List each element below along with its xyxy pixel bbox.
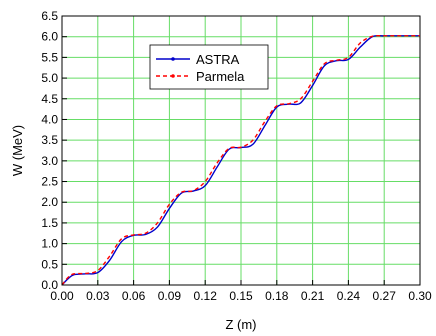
x-tick-label: 0.15	[229, 289, 253, 303]
y-tick-label: 1.5	[41, 216, 58, 230]
y-tick-label: 5.0	[41, 71, 58, 85]
y-tick-label: 3.5	[41, 133, 58, 147]
legend-box	[149, 44, 269, 90]
legend: ASTRA Parmela	[149, 44, 269, 90]
legend-marker-astra	[171, 57, 175, 61]
y-tick-label: 1.0	[41, 237, 58, 251]
x-tick-label: 0.06	[122, 289, 146, 303]
x-tick-label: 0.12	[194, 289, 218, 303]
x-tick-label: 0.00	[50, 289, 74, 303]
x-axis: 0.00 0.03 0.06 0.09 0.12 0.15 0.18 0.21 0.24 0.27…	[50, 280, 432, 303]
x-tick-label: 0.21	[301, 289, 325, 303]
y-tick-label: 2.0	[41, 195, 58, 209]
y-tick-label: 4.5	[41, 92, 58, 106]
y-tick-label: 3.0	[41, 154, 58, 168]
y-axis: 0.0 0.5 1.0 1.5 2.0 2.5 3.0 3.5 4.0 4.5 5.0 5.5 6.0 6…	[41, 9, 67, 292]
x-tick-label: 0.27	[373, 289, 397, 303]
x-tick-label: 0.03	[86, 289, 110, 303]
y-tick-label: 6.5	[41, 9, 58, 23]
y-tick-label: 6.0	[41, 30, 58, 44]
series-line-astra	[61, 34, 420, 286]
legend-label-astra: ASTRA	[196, 52, 240, 67]
y-tick-label: 2.5	[41, 175, 58, 189]
y-tick-label: 0.0	[41, 278, 58, 292]
series-line-parmela	[61, 34, 420, 286]
x-tick-label: 0.18	[265, 289, 289, 303]
x-tick-label: 0.24	[337, 289, 361, 303]
legend-marker-parmela	[171, 74, 175, 78]
x-tick-label: 0.30	[408, 289, 432, 303]
y-tick-label: 4.0	[41, 112, 58, 126]
y-tick-label: 0.5	[41, 257, 58, 271]
x-axis-label: Z (m)	[225, 317, 256, 332]
legend-label-parmela: Parmela	[196, 69, 245, 84]
x-tick-label: 0.09	[158, 289, 182, 303]
y-tick-label: 5.5	[41, 50, 58, 64]
series-layer	[61, 34, 420, 286]
y-axis-label: W (MeV)	[10, 125, 25, 176]
